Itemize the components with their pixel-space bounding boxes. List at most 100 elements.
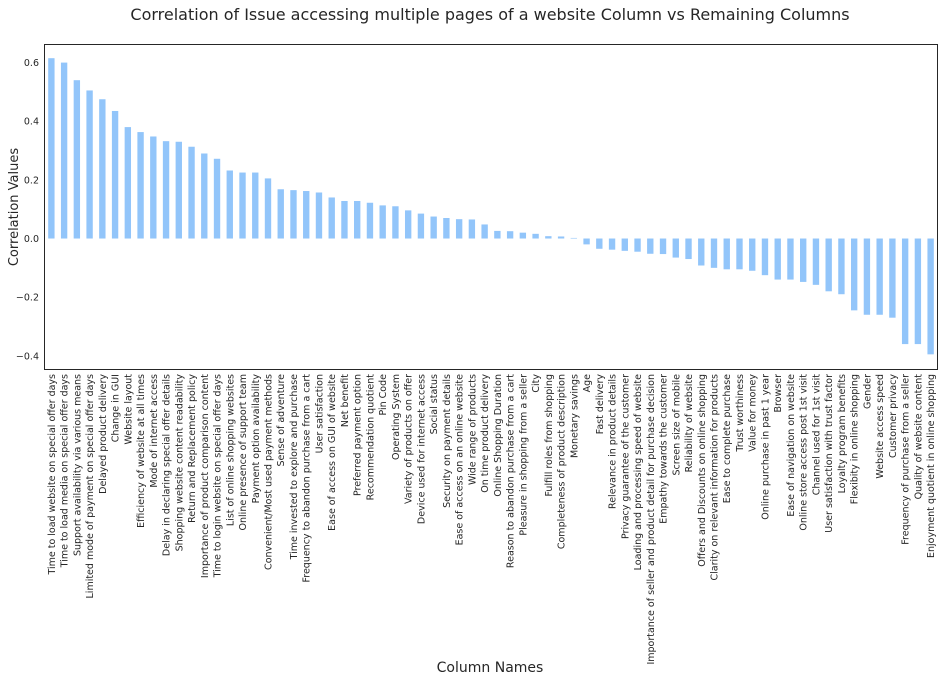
bar	[608, 238, 616, 250]
bar	[315, 192, 323, 239]
x-tick-label: Wide range of products	[467, 374, 478, 485]
bar	[443, 218, 450, 239]
x-tick-label: Loyalty program benefits	[837, 374, 848, 493]
bar	[850, 238, 858, 311]
chart-title: Correlation of Issue accessing multiple …	[130, 5, 849, 24]
x-tick-label: Screen size of mobile	[671, 374, 682, 476]
bar	[175, 141, 182, 239]
x-tick-label: Privacy guarantee of the customer	[620, 374, 631, 539]
y-axis-label: Correlation Values	[7, 148, 22, 267]
x-tick-label: Time to load media on special offer days	[60, 374, 71, 568]
x-tick-label: Enjoyment quotient in online shopping	[926, 374, 937, 558]
bar	[889, 238, 896, 318]
x-tick-label: Empathy towards the customer	[659, 374, 670, 524]
x-tick-label: Device used for internet access	[416, 374, 427, 524]
bar	[736, 238, 743, 270]
x-tick-label: Reliability of website	[684, 374, 695, 473]
bar	[354, 200, 361, 239]
x-axis-ticks: Time to load website on special offer da…	[47, 374, 937, 665]
bar	[825, 238, 832, 292]
x-tick-label: Ease of navigation on website	[786, 374, 797, 517]
x-tick-label: Pleasure in shopping from a seller	[518, 374, 529, 536]
bar	[761, 238, 769, 276]
bar	[48, 58, 55, 239]
plot-frame	[44, 44, 938, 370]
x-tick-label: Online presence of support team	[238, 374, 249, 530]
x-tick-label: Variety of products on offer	[404, 374, 415, 504]
x-tick-label: Time to load website on special offer da…	[47, 374, 58, 576]
x-tick-label: Convenient/Most used payment methods	[264, 374, 275, 570]
x-tick-label: On time product delivery	[480, 374, 491, 493]
x-tick-label: Delayed product delivery	[98, 374, 109, 494]
bar	[137, 132, 144, 239]
x-tick-label: Pin Code	[378, 374, 389, 416]
bar	[468, 219, 476, 239]
x-tick-label: Clarity on relevant information for prod…	[710, 374, 721, 581]
x-tick-label: Relevance in product details	[608, 374, 619, 509]
x-tick-label: Fulfill roles from shopping	[544, 374, 555, 497]
y-tick-label: −0.4	[16, 351, 39, 362]
x-tick-label: Return and Replacement policy	[187, 374, 198, 523]
bar	[901, 238, 909, 345]
x-tick-label: Trust worthiness	[735, 374, 746, 453]
y-tick-label: 0.2	[24, 175, 39, 186]
y-tick-label: 0.0	[24, 234, 39, 245]
bar	[685, 238, 692, 260]
x-tick-label: Website access speed	[875, 374, 886, 479]
x-tick-label: Website layout	[123, 374, 134, 445]
bar	[812, 238, 820, 285]
x-tick-label: Delay in declaring special offer details	[162, 374, 173, 556]
bar	[800, 238, 807, 282]
bar	[659, 238, 667, 255]
x-tick-label: Change in GUI	[111, 374, 122, 442]
bar	[519, 232, 527, 239]
x-tick-label: Social status	[429, 374, 440, 434]
bar	[863, 238, 871, 315]
x-tick-label: Quality of website content	[913, 374, 924, 500]
y-tick-label: 0.6	[24, 58, 39, 69]
bar	[927, 238, 934, 355]
bar	[787, 238, 794, 280]
bar	[124, 127, 132, 239]
bar	[277, 189, 284, 239]
bar	[379, 205, 386, 239]
bar	[710, 238, 718, 268]
x-tick-label: Online purchase in past 1 year	[760, 374, 771, 520]
x-tick-label: Net benefit	[340, 374, 351, 427]
bar	[876, 238, 883, 315]
y-axis-ticks: −0.4 −0.2 0.0 0.2 0.4 0.6	[16, 58, 39, 362]
bar	[188, 146, 195, 239]
x-tick-label: Mode of internet access	[149, 374, 160, 488]
bar	[366, 202, 374, 239]
bar	[99, 99, 106, 239]
bar	[239, 172, 246, 239]
bar	[749, 238, 756, 271]
bar	[494, 230, 501, 239]
x-tick-label: Time invested to explore and purchase	[289, 374, 300, 561]
x-tick-label: Completeness of product description	[557, 374, 568, 549]
bar	[557, 236, 565, 239]
x-tick-label: List of online shopping websites	[225, 374, 236, 526]
bar	[481, 224, 488, 239]
bar	[73, 80, 81, 239]
x-tick-label: Limited mode of payment on special offer…	[85, 374, 96, 599]
bar	[303, 191, 310, 239]
x-tick-label: Flexibity in online shopping	[850, 374, 861, 504]
x-tick-label: Support availability via various means	[72, 374, 83, 556]
bar	[596, 238, 603, 249]
y-tick-label: −0.2	[16, 293, 39, 304]
bar	[60, 62, 68, 239]
x-tick-label: Ease of access on GUI of website	[327, 374, 338, 531]
bar	[430, 216, 437, 239]
bar	[838, 238, 845, 295]
x-tick-label: Operating System	[391, 374, 402, 460]
bar	[506, 231, 514, 239]
bar	[86, 90, 93, 239]
x-tick-label: Recommendation quotient	[365, 374, 376, 501]
bar	[264, 178, 272, 239]
bar	[634, 238, 641, 252]
bar	[111, 110, 119, 239]
bar	[914, 238, 922, 345]
